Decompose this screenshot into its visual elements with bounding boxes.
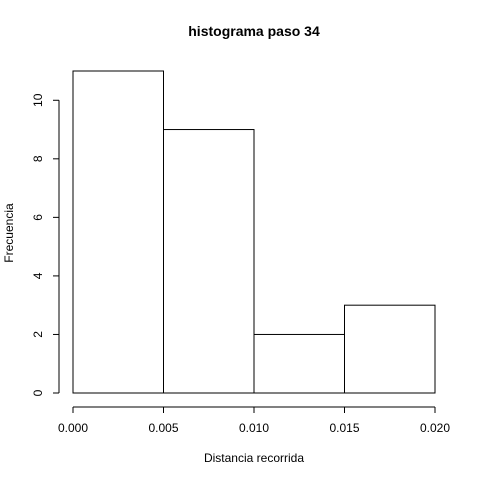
bars-group [72,70,436,394]
x-tick-label: 0.015 [329,421,359,435]
chart-title: histograma paso 34 [188,23,320,39]
x-axis-label: Distancia recorrida [204,451,304,465]
x-axis: 0.000 0.005 0.010 0.015 0.020 [58,406,450,435]
x-tick-label: 0.010 [239,421,269,435]
x-tick-label: 0.005 [148,421,178,435]
y-tick-label: 4 [31,272,45,279]
histogram-bar-3 [344,304,436,394]
x-tick-label: 0.000 [58,421,88,435]
y-tick-label: 0 [31,389,45,396]
histogram-bar-0 [72,70,164,394]
y-tick-label: 2 [31,331,45,338]
y-tick-label: 8 [31,155,45,162]
histogram-bar-2 [253,333,345,394]
histogram-bar-1 [163,129,255,394]
y-axis: 0 2 4 6 8 10 [31,93,60,396]
x-tick-label: 0.020 [420,421,450,435]
y-axis-label: Frecuencia [2,203,16,263]
y-tick-label: 10 [31,93,45,107]
y-tick-label: 6 [31,214,45,221]
